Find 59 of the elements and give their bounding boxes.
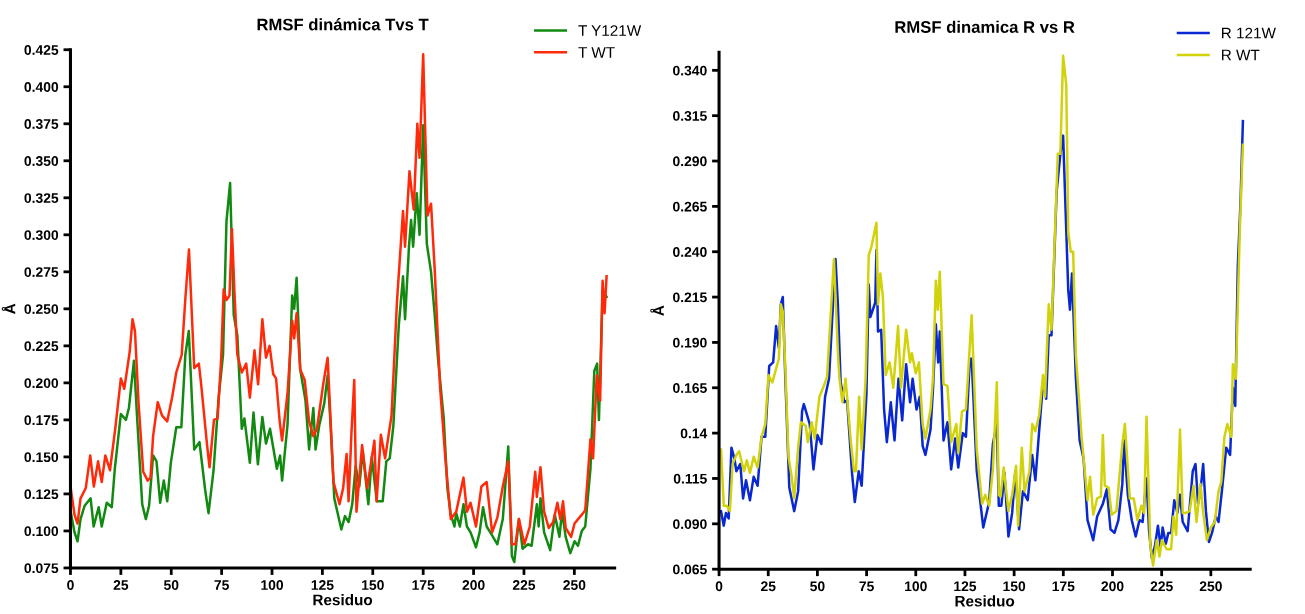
x-tick-label: 0 [67,580,74,590]
y-tick-label: 0.190 [673,337,707,348]
x-tick-label: 150 [362,580,384,590]
x-tick-label: 0 [715,581,723,592]
chart-title: RMSF dinámica Tvs T [257,18,429,31]
y-tick-label: 0.150 [24,452,59,463]
y-tick-label: 0.065 [673,564,707,575]
y-tick-label: 0.375 [24,119,59,129]
y-tick-label: 0.14 [680,428,708,439]
x-tick-label: 25 [113,580,129,590]
y-tick-label: 0.075 [24,563,59,574]
y-tick-label: 0.265 [673,201,707,212]
chart-title: RMSF dinamica R vs R [895,20,1075,33]
x-tick-label: 100 [905,581,927,592]
x-tick-label: 125 [311,580,334,590]
x-tick-label: 50 [163,580,179,590]
y-tick-label: 0.250 [24,304,59,315]
y-tick-label: 0.300 [24,230,59,240]
x-tick-label: 250 [563,580,586,590]
y-tick-label: 0.225 [24,341,59,352]
x-tick-label: 200 [462,580,485,590]
y-tick-label: 0.175 [24,415,59,426]
x-axis-title: Residuo [955,595,1015,607]
x-tick-label: 100 [261,580,284,590]
y-tick-label: 0.240 [673,247,707,257]
y-tick-label: 0.325 [24,193,59,203]
x-tick-label: 75 [859,581,874,592]
y-tick-label: 0.400 [24,82,59,92]
x-tick-label: 50 [810,581,825,592]
y-tick-label: 0.275 [24,267,59,277]
legend-label: T Y121W [578,25,642,36]
x-tick-label: 225 [512,580,536,590]
y-tick-label: 0.315 [673,111,707,121]
x-tick-label: 125 [954,581,977,592]
y-tick-label: 0.290 [673,156,707,167]
x-tick-label: 250 [1199,581,1222,592]
x-tick-label: 150 [1003,581,1026,592]
y-tick-label: 0.115 [673,473,707,484]
y-tick-label: 0.340 [673,65,707,76]
y-axis-title: Å [650,305,664,316]
y-tick-label: 0.350 [24,156,59,166]
x-tick-label: 75 [214,580,229,590]
legend-label: R 121W [1222,27,1276,39]
y-tick-label: 0.215 [673,292,707,303]
legend-label: T WT [578,47,615,58]
legend-label: R WT [1222,49,1260,61]
y-tick-label: 0.165 [673,383,707,393]
x-tick-label: 25 [760,581,776,592]
y-tick-label: 0.200 [24,378,59,389]
x-tick-label: 175 [412,580,435,590]
y-tick-label: 0.125 [24,489,59,500]
x-tick-label: 200 [1101,581,1124,592]
y-axis-title: Å [1,303,16,314]
y-tick-label: 0.090 [673,519,707,529]
x-tick-label: 175 [1052,581,1075,592]
y-tick-label: 0.425 [24,45,59,55]
x-axis-title: Residuo [313,594,373,606]
y-tick-label: 0.100 [24,526,59,537]
x-tick-label: 225 [1150,581,1173,592]
